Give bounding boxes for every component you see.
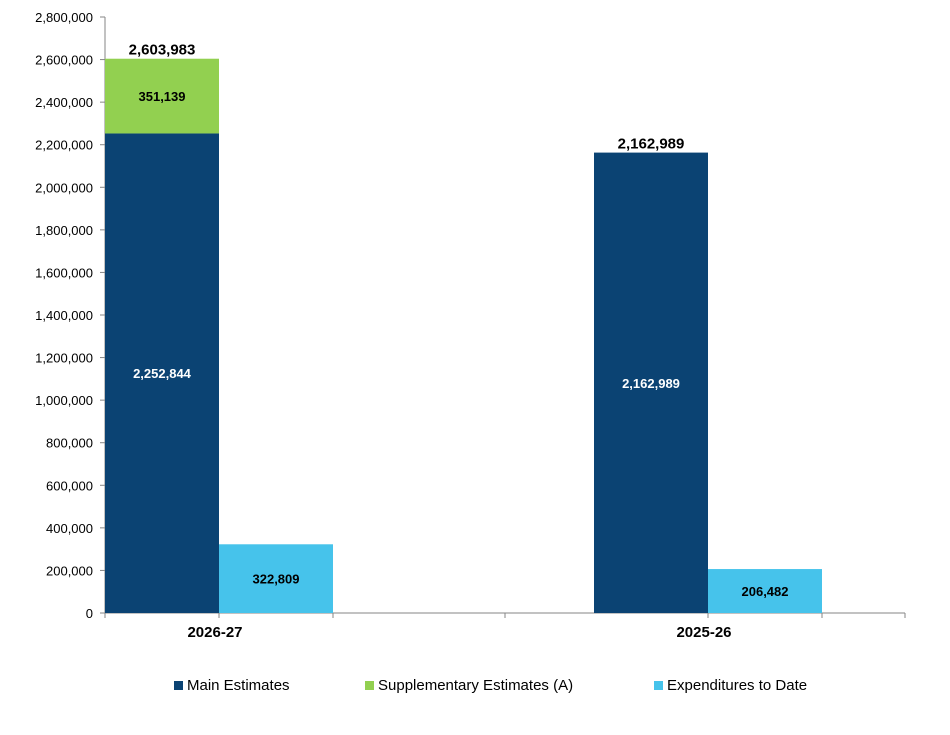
legend-label: Supplementary Estimates (A) — [378, 677, 574, 694]
bar-chart: 0 200,000 400,000 600,000 800,000 1,000,000 1,… — [35, 10, 906, 641]
data-labels: 2,252,844 351,139 322,809 2,603,983 2,162,98… — [129, 42, 789, 599]
bar-expenditures-to-date-2025-26 — [708, 569, 822, 613]
y-tick-label: 2,600,000 — [35, 53, 93, 68]
y-tick-label: 600,000 — [46, 478, 93, 493]
bar-main-estimates-2026-27 — [105, 133, 219, 613]
y-tick-label: 1,000,000 — [35, 393, 93, 408]
legend-label: Main Estimates — [187, 677, 290, 694]
data-label: 206,482 — [742, 584, 789, 599]
legend-item: Main Estimates — [174, 677, 290, 694]
bars — [105, 58, 822, 613]
legend-label: Expenditures to Date — [667, 677, 808, 694]
legend: Main Estimates Supplementary Estimates (A… — [0, 677, 950, 697]
data-label: 322,809 — [253, 572, 300, 587]
x-category-label: 2025-26 — [676, 624, 731, 641]
y-tick-label: 2,800,000 — [35, 10, 93, 25]
total-label: 2,162,989 — [618, 136, 685, 153]
bar-main-estimates-2025-26 — [594, 152, 708, 613]
legend-item: Expenditures to Date — [654, 677, 807, 694]
y-tick-label: 1,600,000 — [35, 265, 93, 280]
x-category-label: 2026-27 — [187, 624, 242, 641]
bar-expenditures-to-date-2026-27 — [219, 544, 333, 613]
legend-swatch — [365, 681, 374, 690]
y-tick-label: 1,800,000 — [35, 223, 93, 238]
bar-supplementary-estimates-a-2026-27 — [105, 58, 219, 134]
y-tick-label: 1,200,000 — [35, 351, 93, 366]
legend-swatch — [174, 681, 183, 690]
y-tick-label: 2,200,000 — [35, 138, 93, 153]
data-label: 351,139 — [139, 89, 186, 104]
y-tick-label: 400,000 — [46, 521, 93, 536]
y-tick-label: 2,000,000 — [35, 180, 93, 195]
data-label: 2,162,989 — [622, 376, 680, 391]
legend-swatch — [654, 681, 663, 690]
y-tick-label: 2,400,000 — [35, 95, 93, 110]
y-tick-label: 1,400,000 — [35, 308, 93, 323]
legend-item: Supplementary Estimates (A) — [365, 677, 573, 694]
axes: 0 200,000 400,000 600,000 800,000 1,000,000 1,… — [35, 10, 906, 641]
data-label: 2,252,844 — [133, 366, 192, 381]
y-tick-label: 800,000 — [46, 436, 93, 451]
total-label: 2,603,983 — [129, 42, 196, 59]
y-tick-label: 200,000 — [46, 563, 93, 578]
y-tick-label: 0 — [86, 606, 93, 621]
